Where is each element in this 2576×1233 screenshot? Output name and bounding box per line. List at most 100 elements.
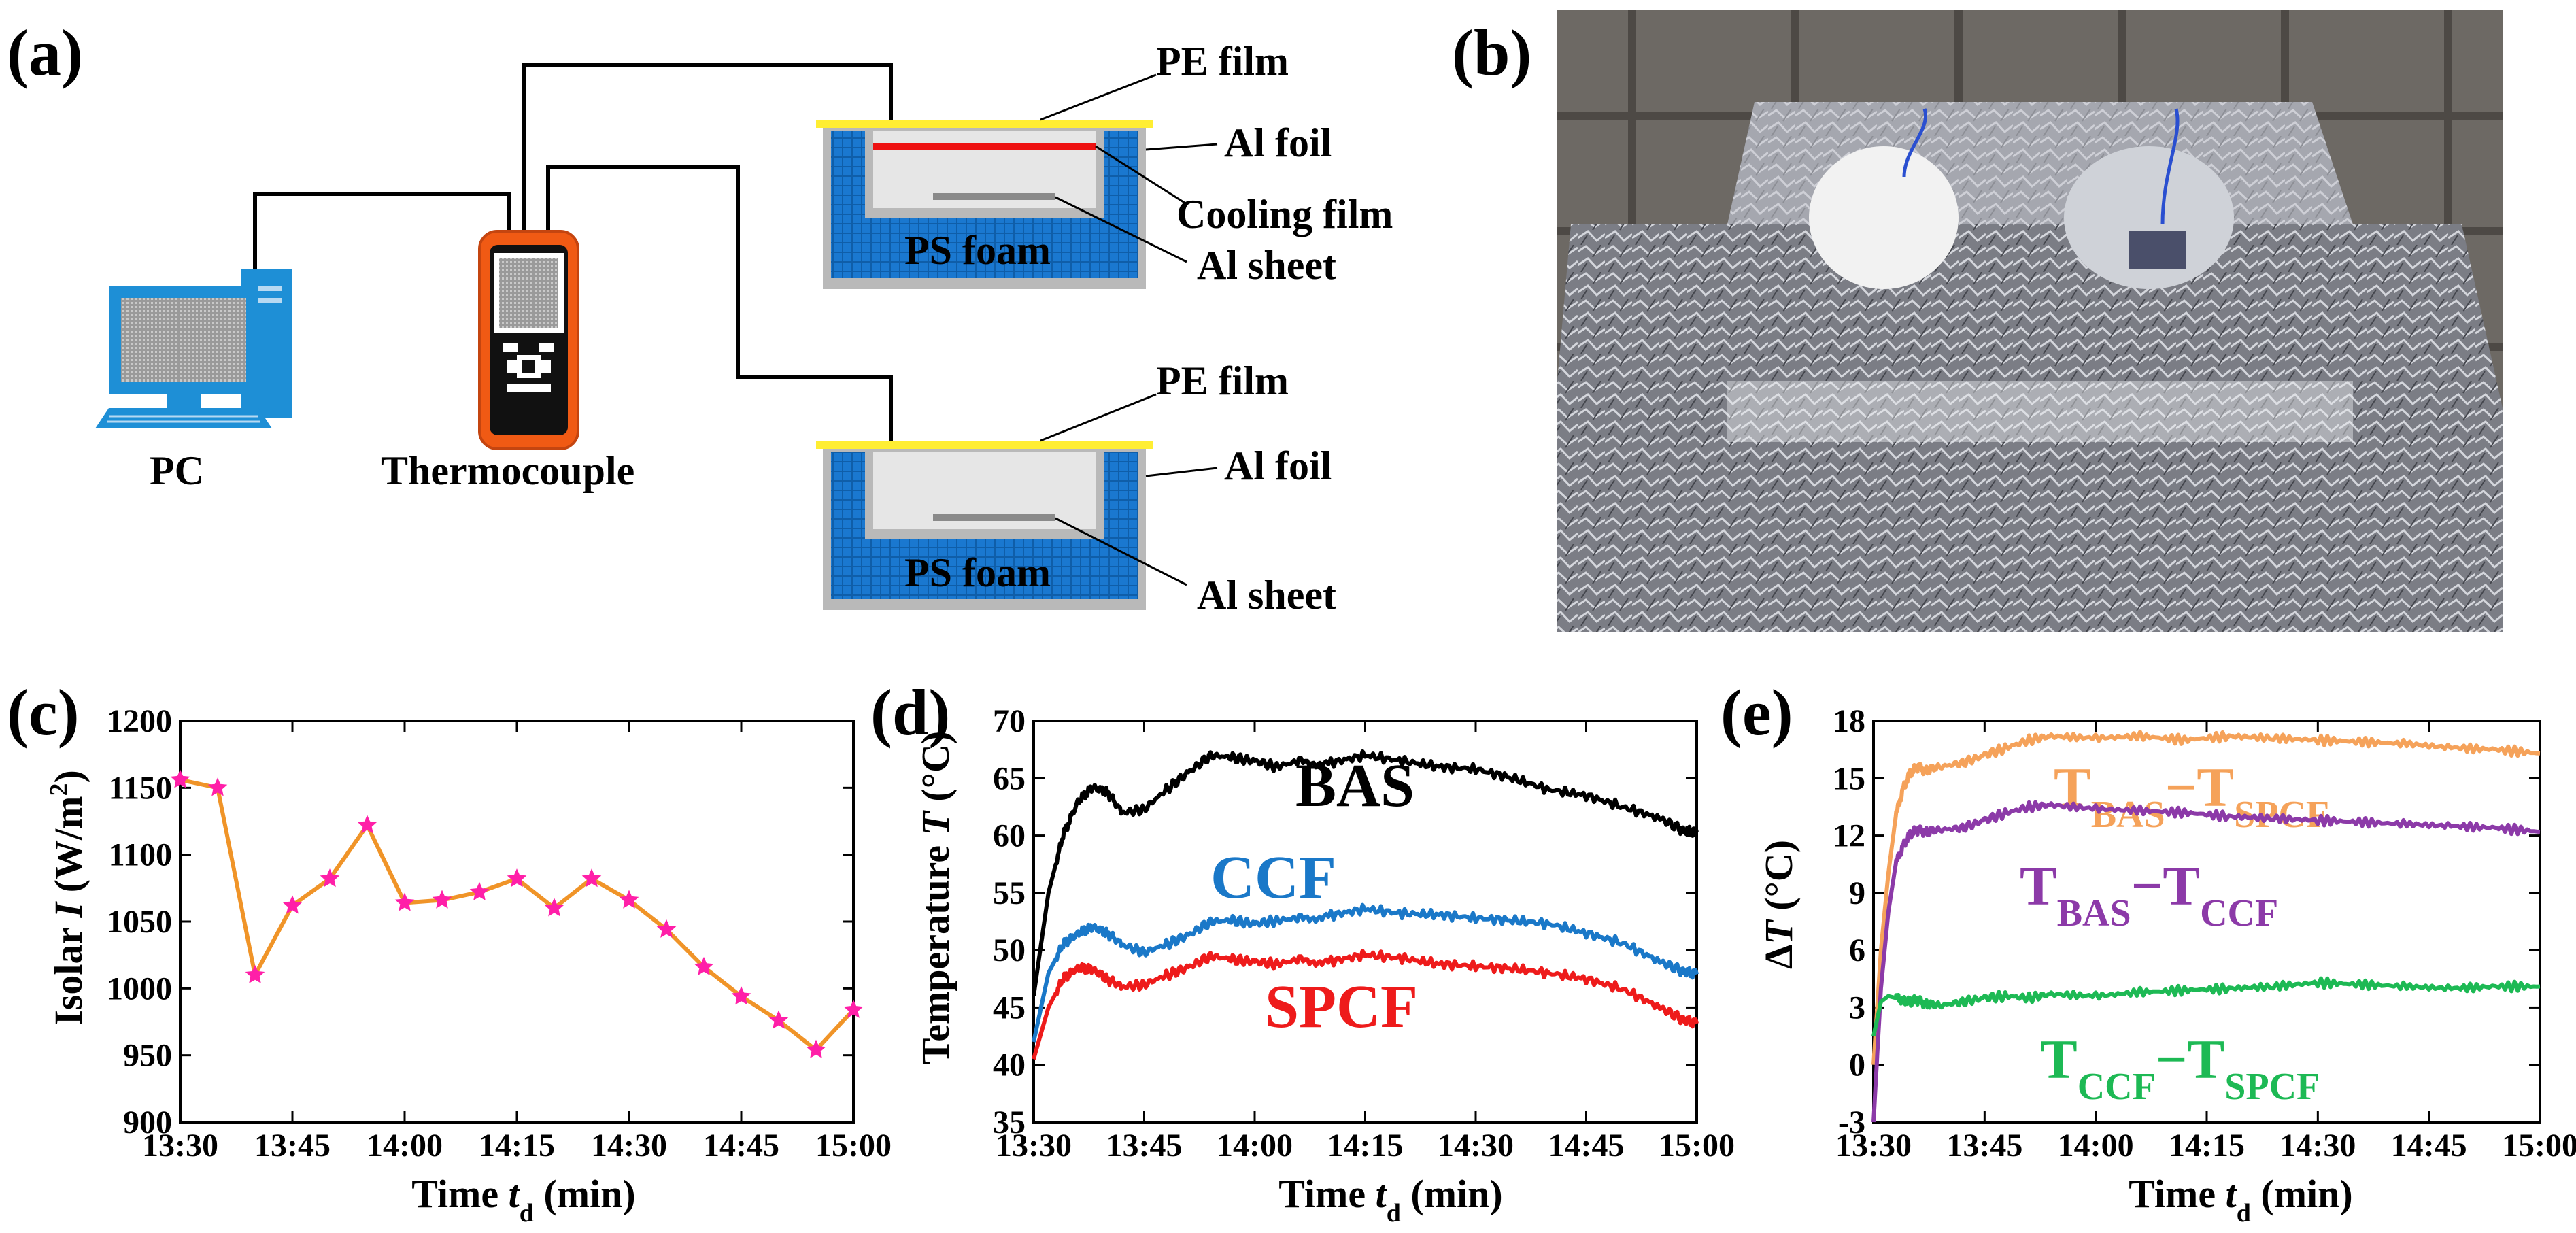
pe-film-bottom — [816, 441, 1153, 449]
chart-c-xtick-label: 14:30 — [591, 1128, 667, 1164]
pe-film-top-label: PE film — [1156, 39, 1289, 84]
chart-c-data-point — [619, 890, 639, 909]
chart-d-series-spcf — [1032, 949, 1699, 1060]
chart-d-ytick-label: 50 — [993, 932, 1026, 968]
chart-e-series-bas-ccf-label: TBAS−TCCF — [2020, 855, 2278, 934]
chart-c-data-point — [469, 881, 490, 900]
thermocouple-device-icon — [478, 230, 579, 450]
chart-c-xtick-label: 13:30 — [142, 1128, 218, 1164]
chart-c-data-point — [731, 986, 751, 1005]
chart-d-xtick-label: 14:00 — [1217, 1128, 1293, 1164]
chart-c-data-point — [544, 898, 564, 917]
panel-a-label: (a) — [7, 16, 83, 89]
chart-d-xtick-label: 13:30 — [996, 1128, 1072, 1164]
setup-bottom: PS foam — [816, 441, 1153, 610]
panel-d: (d) 13:30 13:45 14:00 14:15 14:30 14:45 15:00 3… — [870, 676, 1735, 1228]
panel-c: (c) 13:30 13:45 14:00 14:15 14:30 14:45 15:00 9… — [7, 676, 892, 1228]
chart-c-data-point — [170, 769, 190, 788]
chart-c-data-point — [394, 892, 415, 911]
chart-c-data-point — [806, 1039, 826, 1058]
chart-e-ytick-label: 12 — [1833, 818, 1865, 854]
chart-e-ytick-label: 15 — [1833, 760, 1865, 796]
chart-c-ytick-label: 1150 — [109, 770, 172, 806]
chart-e-xtick-label: 14:00 — [2058, 1128, 2134, 1164]
chart-e-xtick-label: 14:45 — [2391, 1128, 2467, 1164]
chart-d-ytick-label: 65 — [993, 760, 1026, 796]
panel-c-label: (c) — [7, 676, 80, 749]
chart-d-legend-ccf: CCF — [1210, 844, 1336, 911]
al-sheet-bottom — [933, 514, 1055, 521]
chart-e-series-bas-spcf-label: TBAS−TSPCF — [2054, 756, 2329, 836]
chart-d-series-bas — [1032, 749, 1699, 997]
chart-c-xtick-label: 14:15 — [479, 1128, 555, 1164]
chart-e-xtick-label: 15:00 — [2502, 1128, 2576, 1164]
chart-c-xtick-label: 14:45 — [703, 1128, 779, 1164]
chart-c-data-point — [507, 868, 527, 888]
chart-d-legend-spcf: SPCF — [1265, 973, 1418, 1041]
pc-label: PC — [150, 448, 204, 493]
chart-c-ytick-label: 900 — [123, 1104, 172, 1141]
al-foil-top-label: Al foil — [1224, 120, 1332, 165]
al-foil-bottom-label: Al foil — [1224, 443, 1332, 488]
chart-c-data-point — [581, 868, 602, 888]
chart-c-data-point — [843, 999, 864, 1018]
chart-d-xtick-label: 13:45 — [1106, 1128, 1183, 1164]
chart-d-ylabel: Temperature T (°C) — [913, 731, 957, 1064]
chart-c-ytick-label: 1200 — [107, 703, 172, 739]
panel-e: (e) 13:30 13:45 14:00 14:15 14:30 14:45 15:00 -… — [1721, 676, 2576, 1228]
chart-e-ytick-label: 3 — [1849, 990, 1865, 1026]
chart-c-data-point — [245, 964, 265, 983]
chart-e-xlabel: Time td (min) — [2129, 1172, 2352, 1228]
chart-e-ytick-label: 18 — [1833, 703, 1865, 739]
chart-d-ytick-label: 70 — [993, 703, 1026, 739]
al-sheet-sample — [2129, 231, 2186, 269]
chart-c-series-line — [180, 777, 855, 1053]
cooling-film-label: Cooling film — [1176, 192, 1393, 237]
experiment-photo — [1557, 10, 2503, 632]
chart-e-series-bas-spcf — [1871, 730, 2541, 1065]
chart-d: 13:30 13:45 14:00 14:15 14:30 14:45 15:00 35 40 4… — [993, 703, 1735, 1164]
chart-d-ytick-label: 35 — [993, 1104, 1026, 1141]
cooling-film-sample — [1809, 146, 1959, 289]
chart-c-data-point — [432, 890, 452, 909]
chart-c-plot-frame — [179, 720, 855, 1124]
chart-c-xtick-label: 14:00 — [367, 1128, 443, 1164]
chart-c-data-point — [357, 815, 377, 834]
chart-d-xlabel: Time td (min) — [1278, 1172, 1502, 1228]
chart-e-xtick-label: 13:30 — [1835, 1128, 1912, 1164]
setup-bottom-leaders — [1040, 393, 1218, 586]
chart-e-xtick-label: 14:30 — [2280, 1128, 2356, 1164]
chart-c-ytick-label: 1000 — [107, 970, 172, 1007]
chart-e-xtick-label: 14:15 — [2169, 1128, 2245, 1164]
chart-e-ytick-label: -3 — [1838, 1104, 1865, 1141]
al-sheet-top-label: Al sheet — [1197, 243, 1336, 288]
chart-e-series-ccf-spcf-label: TCCF−TSPCF — [2040, 1028, 2320, 1108]
chart-c-data-point — [320, 868, 340, 888]
chart-d-ytick-label: 45 — [993, 990, 1026, 1026]
chart-c: 13:30 13:45 14:00 14:15 14:30 14:45 15:00 900 95… — [107, 703, 892, 1164]
panel-a: (a) PC — [7, 16, 1393, 618]
ps-foam-bottom-label: PS foam — [904, 550, 1051, 595]
chart-c-data-point — [768, 1010, 789, 1029]
chart-d-series-ccf — [1032, 902, 1699, 1043]
chart-d-ytick-label: 40 — [993, 1047, 1026, 1083]
chart-c-data-point — [656, 919, 677, 938]
panel-e-label: (e) — [1721, 676, 1793, 749]
chart-d-xtick-label: 14:30 — [1438, 1128, 1514, 1164]
chart-e-ylabel: ΔT (°C) — [1757, 840, 1801, 969]
chart-d-xtick-label: 14:15 — [1327, 1128, 1404, 1164]
al-sheet-bottom-label: Al sheet — [1197, 573, 1336, 618]
thermocouple-label: Thermocouple — [381, 448, 634, 493]
chart-e-series-ccf-spcf — [1871, 976, 2541, 1037]
chart-c-xtick-label: 15:00 — [815, 1128, 892, 1164]
chart-d-ytick-label: 60 — [993, 818, 1026, 854]
chart-c-xlabel: Time td (min) — [411, 1172, 635, 1228]
chart-e-ytick-label: 9 — [1849, 875, 1865, 911]
chart-e-xtick-label: 13:45 — [1946, 1128, 2022, 1164]
al-sheet-top — [933, 193, 1055, 200]
chart-e: 13:30 13:45 14:00 14:15 14:30 14:45 15:00 -3 0 3 6… — [1833, 703, 2576, 1164]
reference-cavity — [2064, 146, 2234, 289]
pe-film-top — [816, 120, 1153, 128]
chart-c-xtick-label: 13:45 — [254, 1128, 331, 1164]
chart-c-ytick-label: 1050 — [107, 904, 172, 940]
